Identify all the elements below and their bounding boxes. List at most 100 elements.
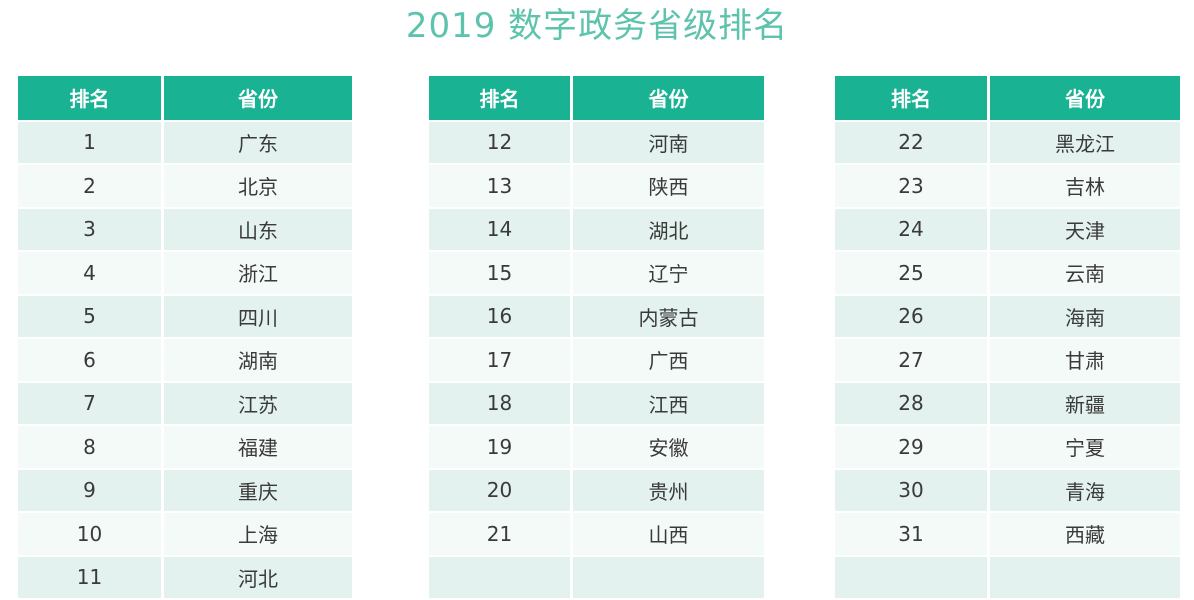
rank-cell: 26 bbox=[835, 293, 990, 337]
province-cell: 新疆 bbox=[990, 380, 1180, 424]
province-cell: 广西 bbox=[573, 337, 764, 381]
province-cell: 江苏 bbox=[164, 380, 352, 424]
rank-cell: 7 bbox=[18, 380, 164, 424]
province-cell: 黑龙江 bbox=[990, 119, 1180, 163]
page-title: 2019 数字政务省级排名 bbox=[405, 6, 789, 46]
province-cell: 上海 bbox=[164, 511, 352, 555]
table-row: 25 云南 bbox=[835, 250, 1180, 294]
province-cell: 贵州 bbox=[573, 467, 764, 511]
rank-cell: 4 bbox=[18, 250, 164, 294]
province-cell: 北京 bbox=[164, 163, 352, 207]
rank-cell: 19 bbox=[429, 424, 573, 468]
table-row: 14 湖北 bbox=[429, 206, 764, 250]
province-cell: 天津 bbox=[990, 206, 1180, 250]
rank-cell: 23 bbox=[835, 163, 990, 207]
rank-cell: 8 bbox=[18, 424, 164, 468]
province-cell: 四川 bbox=[164, 293, 352, 337]
rank-cell: 13 bbox=[429, 163, 573, 207]
rank-cell: 6 bbox=[18, 337, 164, 381]
province-cell: 内蒙古 bbox=[573, 293, 764, 337]
province-cell: 山西 bbox=[573, 511, 764, 555]
province-cell: 吉林 bbox=[990, 163, 1180, 207]
rank-column-header: 排名 bbox=[835, 76, 990, 120]
province-cell: 江西 bbox=[573, 380, 764, 424]
province-cell: 福建 bbox=[164, 424, 352, 468]
province-column-header: 省份 bbox=[573, 76, 764, 120]
province-cell bbox=[573, 554, 764, 598]
table-row: 24 天津 bbox=[835, 206, 1180, 250]
table-row: 11 河北 bbox=[18, 554, 352, 598]
rank-cell: 15 bbox=[429, 250, 573, 294]
rank-cell: 30 bbox=[835, 467, 990, 511]
table-row: 12 河南 bbox=[429, 119, 764, 163]
province-cell: 河北 bbox=[164, 554, 352, 598]
table-row bbox=[429, 554, 764, 598]
province-cell: 海南 bbox=[990, 293, 1180, 337]
table-row: 29 宁夏 bbox=[835, 424, 1180, 468]
province-cell: 广东 bbox=[164, 119, 352, 163]
rank-cell: 31 bbox=[835, 511, 990, 555]
table-row bbox=[835, 554, 1180, 598]
table-row: 23 吉林 bbox=[835, 163, 1180, 207]
table-row: 27 甘肃 bbox=[835, 337, 1180, 381]
table-row: 30 青海 bbox=[835, 467, 1180, 511]
table-row: 31 西藏 bbox=[835, 511, 1180, 555]
table-row: 16 内蒙古 bbox=[429, 293, 764, 337]
table-row: 28 新疆 bbox=[835, 380, 1180, 424]
province-cell: 宁夏 bbox=[990, 424, 1180, 468]
ranking-table-1: 排名 省份 1 广东 2 北京 3 山东 4 浙江 5 四川 6 湖南 7 江苏 8 福建 9 重庆 10 上海 11 河… bbox=[18, 76, 352, 598]
province-cell: 重庆 bbox=[164, 467, 352, 511]
province-column-header: 省份 bbox=[990, 76, 1180, 120]
rank-cell: 11 bbox=[18, 554, 164, 598]
rank-cell: 3 bbox=[18, 206, 164, 250]
table-row: 2 北京 bbox=[18, 163, 352, 207]
table-row: 9 重庆 bbox=[18, 467, 352, 511]
province-cell: 青海 bbox=[990, 467, 1180, 511]
rank-cell: 21 bbox=[429, 511, 573, 555]
province-cell: 云南 bbox=[990, 250, 1180, 294]
rank-cell: 2 bbox=[18, 163, 164, 207]
province-cell: 西藏 bbox=[990, 511, 1180, 555]
table-row: 15 辽宁 bbox=[429, 250, 764, 294]
table-row: 3 山东 bbox=[18, 206, 352, 250]
rank-cell: 22 bbox=[835, 119, 990, 163]
table-row: 5 四川 bbox=[18, 293, 352, 337]
rank-cell: 10 bbox=[18, 511, 164, 555]
table-row: 21 山西 bbox=[429, 511, 764, 555]
table-row: 17 广西 bbox=[429, 337, 764, 381]
table-row: 6 湖南 bbox=[18, 337, 352, 381]
province-cell: 湖南 bbox=[164, 337, 352, 381]
rank-cell: 24 bbox=[835, 206, 990, 250]
table-row: 18 江西 bbox=[429, 380, 764, 424]
rank-column-header: 排名 bbox=[429, 76, 573, 120]
table-row: 8 福建 bbox=[18, 424, 352, 468]
rank-cell: 28 bbox=[835, 380, 990, 424]
province-column-header: 省份 bbox=[164, 76, 352, 120]
rank-cell: 27 bbox=[835, 337, 990, 381]
province-cell: 山东 bbox=[164, 206, 352, 250]
table-row: 19 安徽 bbox=[429, 424, 764, 468]
province-cell: 浙江 bbox=[164, 250, 352, 294]
table-row: 4 浙江 bbox=[18, 250, 352, 294]
table-row: 13 陕西 bbox=[429, 163, 764, 207]
ranking-table-2: 排名 省份 12 河南 13 陕西 14 湖北 15 辽宁 16 内蒙古 17 广西 18 江西 19 安徽 2… bbox=[429, 76, 764, 598]
rank-cell: 1 bbox=[18, 119, 164, 163]
table-row: 22 黑龙江 bbox=[835, 119, 1180, 163]
rank-cell: 17 bbox=[429, 337, 573, 381]
province-cell: 安徽 bbox=[573, 424, 764, 468]
rank-cell: 5 bbox=[18, 293, 164, 337]
province-cell: 辽宁 bbox=[573, 250, 764, 294]
rank-cell: 18 bbox=[429, 380, 573, 424]
table-row: 20 贵州 bbox=[429, 467, 764, 511]
rank-cell: 29 bbox=[835, 424, 990, 468]
rank-cell: 14 bbox=[429, 206, 573, 250]
table-header-row: 排名 省份 bbox=[429, 76, 764, 120]
rank-cell: 16 bbox=[429, 293, 573, 337]
province-cell: 甘肃 bbox=[990, 337, 1180, 381]
province-cell bbox=[990, 554, 1180, 598]
table-header-row: 排名 省份 bbox=[18, 76, 352, 120]
rank-column-header: 排名 bbox=[18, 76, 164, 120]
province-cell: 陕西 bbox=[573, 163, 764, 207]
table-row: 1 广东 bbox=[18, 119, 352, 163]
table-row: 10 上海 bbox=[18, 511, 352, 555]
